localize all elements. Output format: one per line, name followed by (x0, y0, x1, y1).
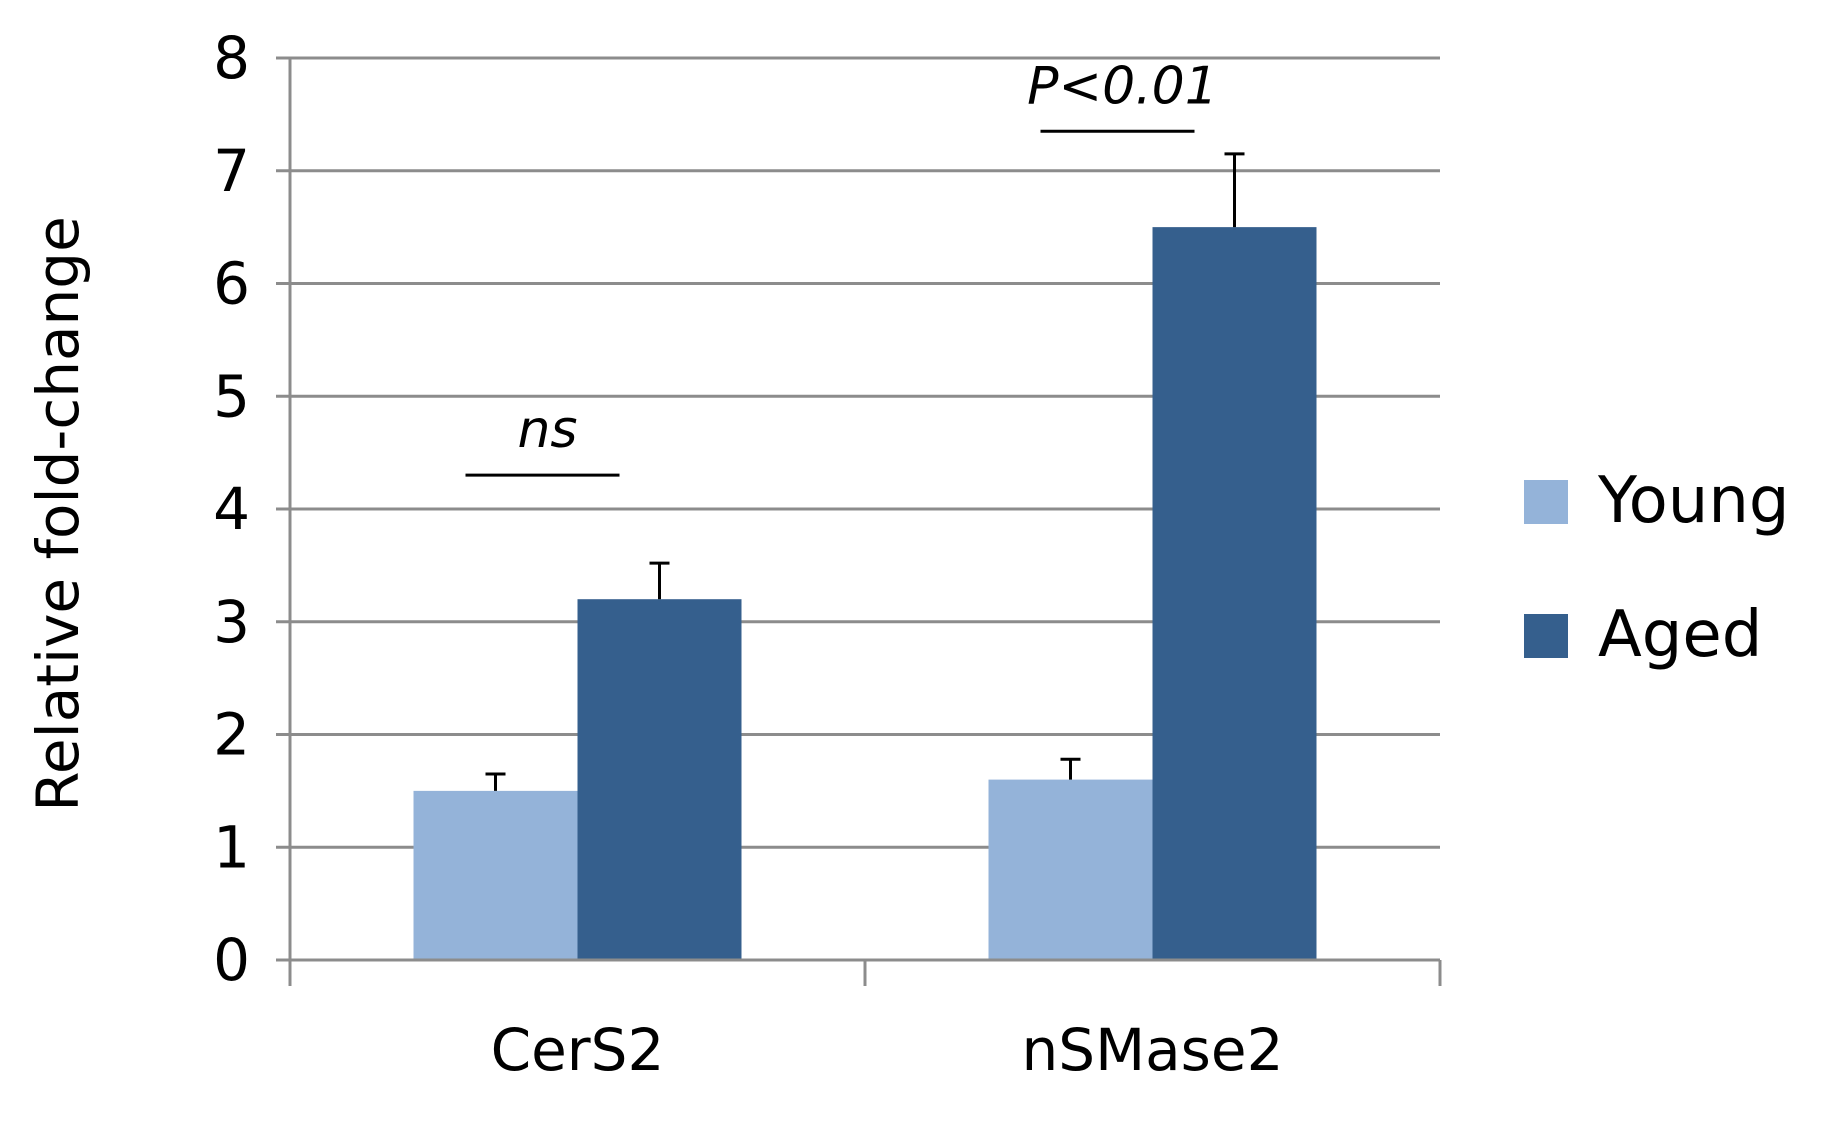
y-tick-label: 5 (213, 362, 250, 430)
legend: Young Aged (1524, 464, 1790, 672)
y-tick-label: 0 (213, 926, 250, 994)
bar-young-cers2 (413, 790, 578, 960)
annotations: ns P<0.01 (465, 56, 1218, 477)
legend-label-aged: Aged (1598, 598, 1762, 672)
significance-label: ns (517, 400, 577, 460)
significance-label: P<0.01 (1027, 56, 1218, 116)
y-tick-label: 1 (213, 813, 250, 881)
gridlines (290, 56, 1440, 849)
bar-aged-nsmase2 (1152, 227, 1317, 960)
x-tick-label: nSMase2 (1022, 1016, 1284, 1084)
legend-label-young: Young (1597, 464, 1790, 538)
axes: 0 1 2 3 4 5 6 7 8 CerS2 nSMase2 (213, 24, 1442, 1084)
y-tick-label: 7 (213, 137, 250, 205)
y-tick-label: 6 (213, 250, 250, 318)
y-tick-label: 2 (213, 701, 250, 769)
y-axis-title: Relative fold-change (24, 216, 92, 812)
bars (413, 152, 1317, 960)
bar-young-nsmase2 (988, 779, 1153, 960)
legend-swatch-young (1524, 480, 1568, 524)
legend-swatch-aged (1524, 614, 1568, 658)
y-tick-label: 8 (213, 24, 250, 92)
y-tick-label: 4 (213, 475, 250, 543)
x-tick-label: CerS2 (491, 1016, 665, 1084)
bar-aged-cers2 (577, 599, 742, 960)
y-tick-label: 3 (213, 588, 250, 656)
